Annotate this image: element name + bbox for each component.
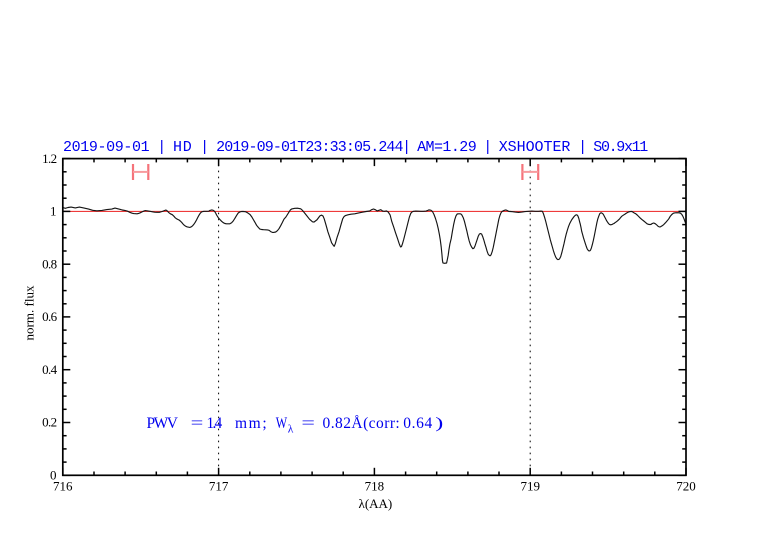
svg-text:0.6: 0.6 <box>42 309 58 324</box>
svg-text:|: | <box>157 139 166 156</box>
svg-text:0.4: 0.4 <box>42 362 58 377</box>
svg-text:2019-09-01: 2019-09-01 <box>63 139 150 156</box>
svg-text:norm. flux: norm. flux <box>22 285 37 340</box>
svg-text:=: = <box>191 415 204 432</box>
svg-text:0.82Å(corr:: 0.82Å(corr: <box>323 415 401 432</box>
svg-text:PWV: PWV <box>147 415 179 432</box>
svg-text:718: 718 <box>365 479 385 494</box>
svg-text:1.2: 1.2 <box>42 151 57 166</box>
svg-text:λ: λ <box>288 424 294 436</box>
svg-text:): ) <box>435 415 443 432</box>
svg-text:0.8: 0.8 <box>42 256 57 271</box>
svg-text:S0.9x11: S0.9x11 <box>593 139 648 156</box>
svg-text:1: 1 <box>50 204 57 219</box>
svg-text:1.4: 1.4 <box>207 415 223 432</box>
svg-text:717: 717 <box>209 479 229 494</box>
svg-text:mm;: mm; <box>235 415 268 432</box>
svg-text:HD: HD <box>173 139 193 156</box>
svg-text:716: 716 <box>53 479 73 494</box>
svg-text:0.64: 0.64 <box>403 415 433 432</box>
svg-text:719: 719 <box>520 479 540 494</box>
svg-text:W: W <box>276 416 288 433</box>
svg-text:AM=1.29: AM=1.29 <box>417 139 476 156</box>
svg-text:|: | <box>578 139 587 156</box>
svg-text:|: | <box>402 139 411 156</box>
svg-text:XSHOOTER: XSHOOTER <box>499 139 571 156</box>
svg-text:720: 720 <box>676 479 696 494</box>
svg-text:|: | <box>483 139 492 156</box>
svg-text:λ(AA): λ(AA) <box>359 496 393 511</box>
svg-text:2019-09-01T23:33:05.244: 2019-09-01T23:33:05.244 <box>216 139 403 156</box>
svg-text:0.2: 0.2 <box>42 415 57 430</box>
svg-text:0: 0 <box>50 468 57 483</box>
svg-text:=: = <box>301 415 315 432</box>
svg-text:|: | <box>200 139 209 156</box>
